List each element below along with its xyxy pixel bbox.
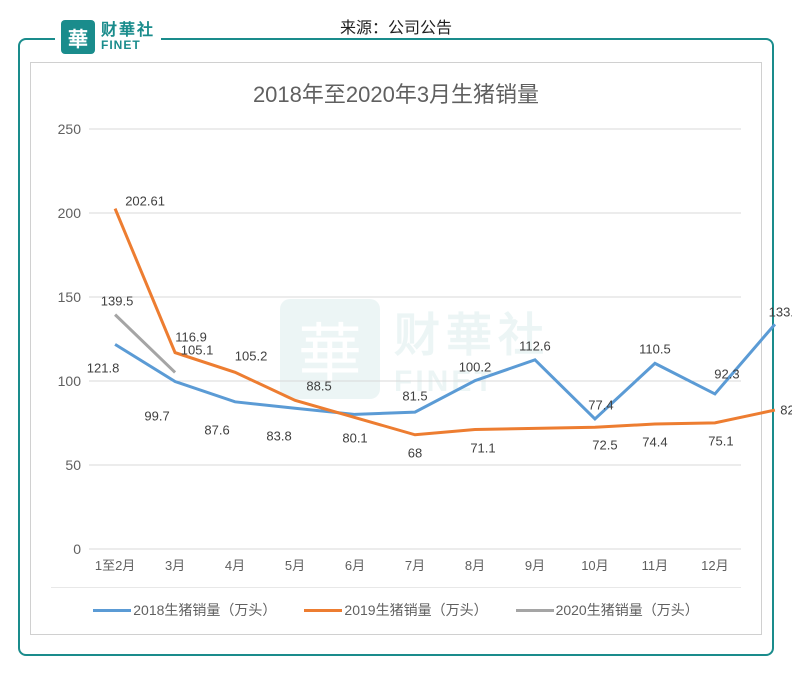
legend-label: 2020生猪销量（万头） xyxy=(556,600,699,620)
data-label: 81.5 xyxy=(402,389,427,404)
data-label: 110.5 xyxy=(639,342,671,357)
data-label: 133.8 xyxy=(769,305,792,320)
legend-item: 2019生猪销量（万头） xyxy=(304,600,487,620)
x-tick-label: 9月 xyxy=(525,555,545,574)
data-label: 92.3 xyxy=(714,366,739,381)
data-label: 74.4 xyxy=(642,435,667,450)
x-tick-label: 6月 xyxy=(345,555,365,574)
data-label: 99.7 xyxy=(144,408,169,423)
x-tick-label: 4月 xyxy=(225,555,245,574)
x-tick-label: 11月 xyxy=(642,555,669,574)
legend-label: 2019生猪销量（万头） xyxy=(344,600,487,620)
y-tick-label: 0 xyxy=(73,541,81,557)
legend-item: 2020生猪销量（万头） xyxy=(516,600,699,620)
data-label: 100.2 xyxy=(459,359,492,374)
data-label: 139.5 xyxy=(101,293,134,308)
data-label: 83.8 xyxy=(266,429,291,444)
x-axis-labels: 1至2月 3月 4月 5月 6月 7月 8月 9月 10月 11月 12月 xyxy=(89,555,741,575)
data-label: 80.1 xyxy=(342,431,367,446)
brand-en: FINET xyxy=(101,39,155,51)
plot-area: 華 财華社 FINET 050100150200250121.899.787.6… xyxy=(89,129,741,549)
data-label: 77.4 xyxy=(588,397,613,412)
brand-logo: 華 财華社 FINET xyxy=(55,20,161,54)
data-label: 116.9 xyxy=(175,329,207,344)
legend-item: 2018生猪销量（万头） xyxy=(93,600,276,620)
data-label: 87.6 xyxy=(204,422,229,437)
x-tick-label: 3月 xyxy=(165,555,185,574)
data-label: 105.2 xyxy=(235,349,268,364)
x-tick-label: 1至2月 xyxy=(95,555,135,574)
y-tick-label: 250 xyxy=(58,121,81,137)
data-label: 71.1 xyxy=(470,440,495,455)
x-tick-label: 12月 xyxy=(701,555,728,574)
chart-container: 2018年至2020年3月生猪销量 華 财華社 FINET 0501001502… xyxy=(30,62,762,635)
data-label: 88.5 xyxy=(306,379,331,394)
x-tick-label: 7月 xyxy=(405,555,425,574)
legend-swatch xyxy=(93,609,131,612)
data-label: 105.1 xyxy=(181,343,214,358)
data-label: 72.5 xyxy=(592,438,617,453)
y-tick-label: 100 xyxy=(58,373,81,389)
data-label: 82.7 xyxy=(780,403,792,418)
data-label: 68 xyxy=(408,445,422,460)
data-label: 121.8 xyxy=(87,361,120,376)
y-tick-label: 200 xyxy=(58,205,81,221)
legend-swatch xyxy=(516,609,554,612)
legend-label: 2018生猪销量（万头） xyxy=(133,600,276,620)
y-tick-label: 150 xyxy=(58,289,81,305)
y-tick-label: 50 xyxy=(65,457,81,473)
brand-cn: 财華社 xyxy=(101,23,155,39)
data-label: 202.61 xyxy=(125,193,165,208)
x-tick-label: 8月 xyxy=(465,555,485,574)
data-label: 75.1 xyxy=(708,433,733,448)
chart-title: 2018年至2020年3月生猪销量 xyxy=(31,63,761,119)
x-tick-label: 5月 xyxy=(285,555,305,574)
data-label: 112.6 xyxy=(519,338,551,353)
legend-swatch xyxy=(304,609,342,612)
legend: 2018生猪销量（万头） 2019生猪销量（万头） 2020生猪销量（万头） xyxy=(51,587,741,620)
brand-mark: 華 xyxy=(61,20,95,54)
x-tick-label: 10月 xyxy=(581,555,608,574)
